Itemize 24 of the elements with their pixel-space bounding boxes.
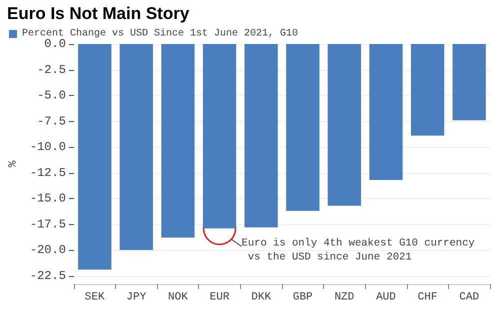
legend-label: Percent Change vs USD Since 1st June 2021, G10 bbox=[22, 28, 298, 40]
y-tick-label: -17.5 bbox=[30, 217, 66, 232]
x-tick-label: GBP bbox=[292, 292, 314, 304]
x-tick-label: CAD bbox=[459, 292, 480, 304]
y-tick-label: 0.0 bbox=[44, 37, 66, 51]
annotation: Euro is only 4th weakest G10 currency vs the USD since June 2021 bbox=[242, 237, 475, 264]
y-axis-title: % bbox=[8, 160, 20, 168]
x-tick-label: NZD bbox=[334, 292, 355, 304]
y-tick-label: -7.5 bbox=[37, 114, 66, 128]
y-tick-label: -22.5 bbox=[30, 268, 66, 283]
chart-title: Euro Is Not Main Story bbox=[7, 4, 190, 23]
y-tick-label: -12.5 bbox=[30, 166, 66, 180]
x-tick-label: EUR bbox=[210, 292, 230, 304]
x-tick-label: JPY bbox=[126, 292, 147, 304]
y-tick-label: -20.0 bbox=[30, 243, 66, 258]
y-tick-label: -5.0 bbox=[37, 88, 66, 102]
x-tick-label: SEK bbox=[84, 292, 106, 304]
x-tick-label: NOK bbox=[168, 292, 188, 304]
y-tick-label: -15.0 bbox=[30, 192, 66, 206]
y-tick-label: -2.5 bbox=[37, 62, 66, 77]
x-tick-label: AUD bbox=[376, 292, 396, 304]
x-tick-label: DKK bbox=[251, 292, 272, 304]
y-tick-label: -10.0 bbox=[30, 140, 66, 154]
x-tick-label: CHF bbox=[418, 292, 438, 304]
